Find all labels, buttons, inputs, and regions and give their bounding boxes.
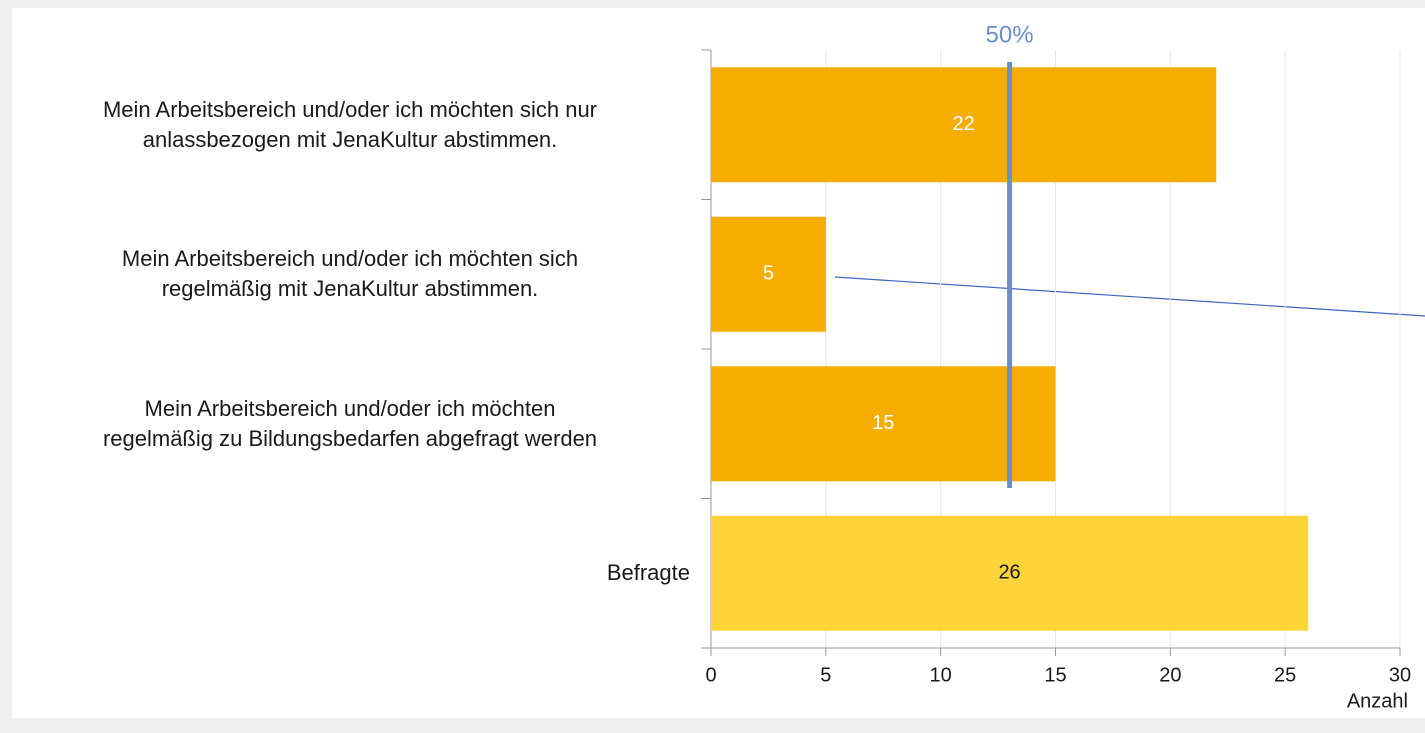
bar — [711, 515, 1309, 631]
connector-line — [834, 276, 1425, 317]
category-label: Mein Arbeitsbereich und/oder ich möchten… — [102, 395, 598, 451]
x-tick-label: 25 — [1274, 664, 1296, 686]
category-label: Mein Arbeitsbereich und/oder ich möchten… — [121, 246, 579, 302]
category-label: Befragte — [606, 560, 690, 586]
bar — [711, 216, 826, 332]
value-label: 15 — [872, 412, 894, 434]
value-label: 5 — [763, 263, 774, 285]
category-label: Mein Arbeitsbereich und/oder ich möchten… — [102, 96, 598, 152]
x-tick-label: 10 — [930, 664, 952, 686]
x-tick-label: 0 — [705, 664, 716, 686]
reference-label: 50% — [986, 21, 1034, 48]
x-tick-label: 5 — [820, 664, 831, 686]
x-tick-label: 30 — [1389, 664, 1411, 686]
x-tick-label: 15 — [1044, 664, 1066, 686]
bar — [711, 67, 1217, 183]
x-axis-label: Anzahl — [1347, 690, 1408, 712]
value-label: 26 — [998, 562, 1020, 584]
value-label: 22 — [953, 113, 975, 135]
x-tick-label: 20 — [1159, 664, 1181, 686]
bar — [711, 366, 1056, 482]
